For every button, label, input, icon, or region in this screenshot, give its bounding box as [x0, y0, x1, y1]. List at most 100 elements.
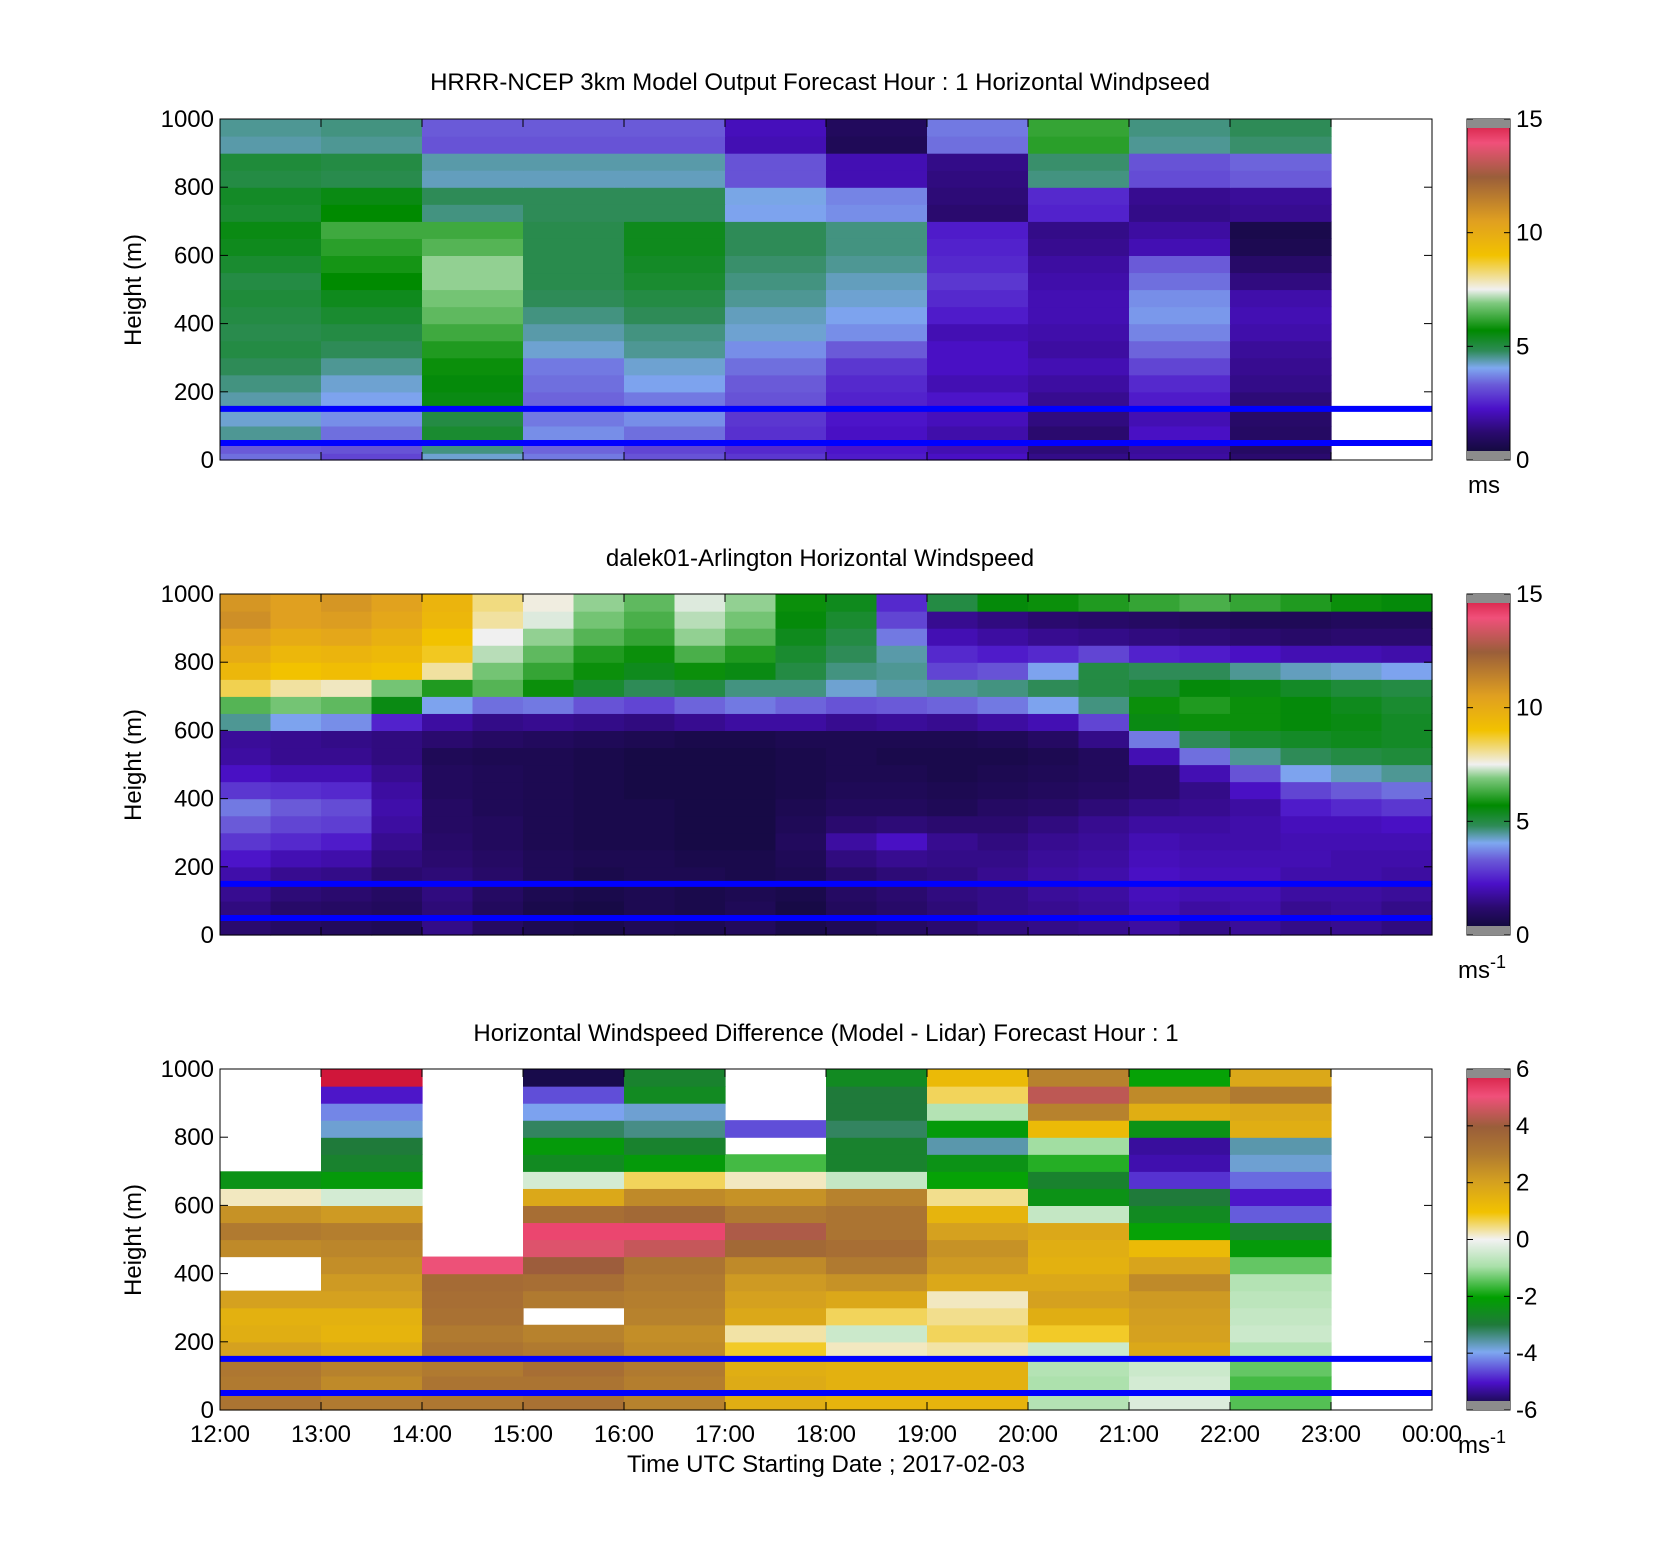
- y-axis-label: Height (m): [120, 709, 147, 821]
- heatmap-cell: [725, 781, 777, 800]
- heatmap-cell: [1028, 374, 1130, 393]
- heatmap-cell: [725, 323, 827, 342]
- heatmap-cell: [472, 832, 524, 851]
- heatmap-cell: [422, 306, 524, 325]
- heatmap-cell: [523, 204, 625, 222]
- colorbar-tick-label: 10: [1516, 220, 1543, 247]
- heatmap-cell: [270, 798, 322, 817]
- heatmap-cell: [422, 1375, 524, 1394]
- panel-difference: Horizontal Windspeed Difference (Model -…: [120, 1020, 1537, 1478]
- heatmap-cell: [1129, 136, 1231, 154]
- heatmap-cell: [1078, 645, 1130, 663]
- heatmap-cell: [624, 1171, 726, 1189]
- heatmap-cell: [220, 611, 272, 629]
- heatmap-cell: [321, 628, 373, 646]
- heatmap-cell: [1381, 696, 1433, 714]
- heatmap-cell: [220, 306, 322, 325]
- heatmap-cell: [270, 815, 322, 834]
- heatmap-cell: [523, 1324, 625, 1343]
- heatmap-cell: [1280, 662, 1332, 680]
- heatmap-cell: [674, 900, 726, 919]
- heatmap-cell: [472, 747, 524, 766]
- colorbar-tick-label: 6: [1516, 1056, 1529, 1083]
- heatmap-cell: [321, 1222, 423, 1241]
- heatmap-cell: [1028, 408, 1130, 427]
- heatmap-cell: [1230, 679, 1282, 697]
- heatmap-cell: [1230, 1392, 1332, 1411]
- heatmap-cell: [371, 832, 423, 851]
- heatmap-cell: [624, 1137, 726, 1155]
- heatmap-cell: [674, 849, 726, 868]
- heatmap-cell: [624, 611, 676, 629]
- heatmap-cell: [624, 1392, 726, 1411]
- heatmap-cell: [1331, 628, 1383, 646]
- heatmap-cell: [321, 611, 373, 629]
- heatmap-cell: [826, 713, 878, 731]
- heatmap-cell: [523, 306, 625, 325]
- heatmap-cell: [927, 1324, 1029, 1343]
- panel-lidar: dalek01-Arlington Horizontal Windspeed 0…: [120, 545, 1543, 984]
- heatmap-cell: [725, 1392, 827, 1411]
- heatmap-cell: [826, 289, 928, 308]
- y-tick-label: 600: [174, 717, 214, 744]
- heatmap-cell: [1230, 374, 1332, 393]
- heatmap-cell: [523, 1239, 625, 1258]
- heatmap-cell: [220, 713, 272, 731]
- heatmap-cell: [321, 917, 373, 936]
- heatmap-cell: [371, 645, 423, 663]
- heatmap-cell: [826, 849, 878, 868]
- heatmap-cell: [1179, 611, 1231, 629]
- heatmap-cell: [1230, 1137, 1332, 1155]
- heatmap-cell: [1028, 1290, 1130, 1309]
- heatmap-cell: [725, 764, 777, 783]
- heatmap-cell: [220, 815, 272, 834]
- heatmap-cell: [1028, 323, 1130, 342]
- heatmap-cell: [321, 306, 423, 325]
- heatmap-cell: [1129, 1392, 1231, 1411]
- heatmap-cell: [927, 849, 979, 868]
- heatmap-cell: [1129, 170, 1231, 188]
- heatmap-cell: [422, 170, 524, 188]
- heatmap-cell: [826, 1239, 928, 1258]
- heatmap-cell: [624, 1205, 726, 1224]
- heatmap-cell: [826, 238, 928, 256]
- heatmap-cell: [220, 1188, 322, 1206]
- heatmap-cell: [523, 866, 575, 885]
- heatmap-cell: [321, 866, 373, 885]
- heatmap-cell: [624, 204, 726, 222]
- heatmap-cell: [1331, 917, 1383, 936]
- heatmap-cell: [472, 883, 524, 902]
- heatmap-cell: [624, 730, 676, 749]
- heatmap-cell: [725, 357, 827, 376]
- heatmap-cell: [725, 136, 827, 154]
- heatmap-cell: [1129, 1205, 1231, 1224]
- heatmap-cell: [1129, 255, 1231, 274]
- heatmap-cell: [674, 866, 726, 885]
- heatmap-cell: [270, 764, 322, 783]
- heatmap-cell: [1028, 1205, 1130, 1224]
- heatmap-cell: [220, 1290, 322, 1309]
- colorbar-ticks: -6 -4 -2 0 2 4 6: [1467, 1056, 1537, 1424]
- heatmap-cell: [321, 679, 373, 697]
- heatmap-cell: [624, 1273, 726, 1292]
- heatmap-cell: [220, 594, 272, 612]
- heatmap-cell: [624, 628, 676, 646]
- heatmap-cell: [725, 119, 827, 137]
- heatmap-cell: [1331, 866, 1383, 885]
- heatmap-cell: [1129, 1222, 1231, 1241]
- heatmap-cell: [1028, 781, 1080, 800]
- heatmap-cell: [1280, 764, 1332, 783]
- heatmap-cell: [1280, 866, 1332, 885]
- heatmap-cell: [1230, 1069, 1332, 1087]
- heatmap-cell: [725, 1256, 827, 1275]
- heatmap-cell: [321, 1256, 423, 1275]
- heatmap-cell: [523, 611, 575, 629]
- heatmap-cell: [220, 1341, 322, 1360]
- heatmap-cell: [826, 798, 878, 817]
- heatmap-cell: [1381, 849, 1433, 868]
- heatmap-cell: [1028, 645, 1080, 663]
- heatmap-cell: [1129, 238, 1231, 256]
- heatmap-cell: [876, 815, 928, 834]
- heatmap-cell: [927, 153, 1029, 171]
